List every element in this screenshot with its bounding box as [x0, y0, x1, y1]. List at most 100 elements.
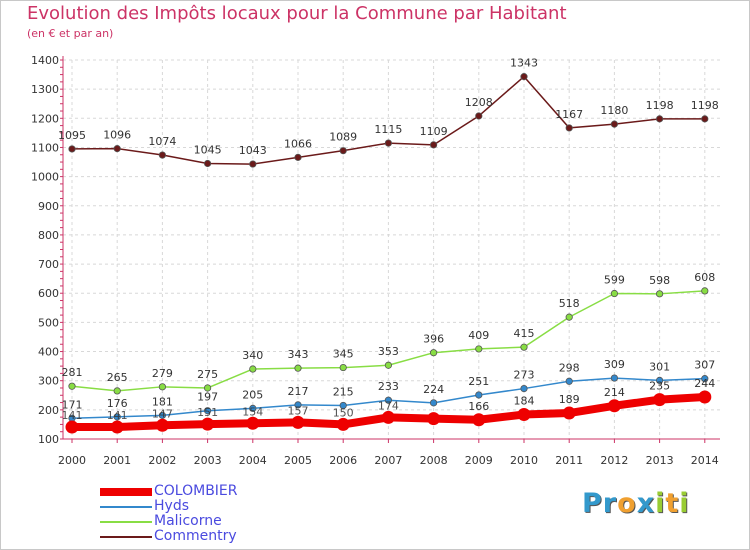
data-point-colombier	[65, 420, 79, 434]
data-point-hyds	[701, 375, 709, 383]
y-tick-label: 500	[38, 316, 59, 329]
data-point-commentry	[113, 145, 121, 153]
data-point-malicorne	[68, 382, 76, 390]
y-tick-label: 1300	[31, 83, 59, 96]
data-label-hyds: 171	[62, 398, 83, 411]
data-label-commentry: 1095	[58, 129, 86, 142]
data-point-hyds	[655, 376, 664, 385]
data-label-colombier: 147	[152, 407, 173, 420]
data-label-hyds: 233	[378, 380, 399, 393]
x-tick-label: 2013	[646, 454, 674, 467]
data-label-commentry: 1074	[148, 135, 176, 148]
data-point-colombier	[246, 416, 260, 430]
data-point-hyds	[475, 391, 483, 399]
x-tick-label: 2007	[374, 454, 402, 467]
data-label-hyds: 215	[333, 385, 354, 398]
data-point-colombier	[472, 413, 486, 427]
data-point-malicorne	[384, 361, 392, 369]
x-tick-label: 2002	[148, 454, 176, 467]
y-tick-label: 400	[38, 346, 59, 359]
data-point-colombier	[427, 412, 441, 426]
x-tick-label: 2011	[555, 454, 583, 467]
data-point-commentry	[158, 151, 166, 159]
y-tick-label: 1000	[31, 171, 59, 184]
y-tick-label: 300	[38, 375, 59, 388]
data-label-commentry: 1208	[465, 96, 493, 109]
legend-swatch	[100, 536, 152, 538]
data-label-hyds: 301	[649, 360, 670, 373]
x-tick-label: 2004	[239, 454, 267, 467]
x-tick-label: 2001	[103, 454, 131, 467]
data-point-hyds	[610, 374, 619, 382]
data-point-commentry	[429, 141, 438, 149]
data-point-malicorne	[655, 290, 664, 298]
data-label-colombier: 150	[333, 406, 354, 419]
x-tick-label: 2010	[510, 454, 538, 467]
x-tick-label: 2003	[194, 454, 222, 467]
data-point-commentry	[520, 73, 528, 81]
x-tick-label: 2014	[691, 454, 719, 467]
data-label-commentry: 1115	[374, 123, 402, 136]
logo-letter: t	[665, 488, 680, 519]
data-label-hyds: 197	[197, 391, 218, 404]
data-point-commentry	[565, 124, 573, 132]
data-point-hyds	[113, 413, 121, 421]
data-point-malicorne	[701, 287, 709, 295]
data-point-commentry	[701, 115, 709, 123]
data-point-hyds	[384, 396, 392, 404]
legend-swatch	[100, 521, 152, 523]
data-point-malicorne	[113, 387, 121, 395]
logo-letter: i	[679, 488, 690, 519]
data-point-colombier	[336, 417, 350, 431]
data-label-malicorne: 340	[242, 349, 263, 362]
data-label-commentry: 1180	[600, 104, 628, 117]
data-point-malicorne	[565, 313, 573, 321]
data-point-colombier	[517, 408, 531, 422]
data-label-hyds: 273	[514, 369, 535, 382]
legend-label: Malicorne	[154, 513, 222, 529]
y-tick-label: 600	[38, 287, 59, 300]
data-point-commentry	[204, 159, 212, 168]
data-label-hyds: 176	[107, 397, 128, 410]
data-label-malicorne: 608	[694, 271, 715, 284]
data-label-malicorne: 275	[197, 368, 218, 381]
legend-swatch	[100, 488, 152, 496]
data-point-malicorne	[204, 384, 212, 392]
data-label-colombier: 141	[62, 409, 83, 422]
data-label-malicorne: 598	[649, 274, 670, 287]
data-label-hyds: 224	[423, 383, 444, 396]
legend-label: COLOMBIER	[154, 483, 238, 499]
y-tick-label: 100	[38, 433, 59, 446]
data-label-malicorne: 353	[378, 345, 399, 358]
data-label-commentry: 1096	[103, 129, 131, 142]
y-tick-label: 200	[38, 404, 59, 417]
data-label-hyds: 309	[604, 358, 625, 371]
data-label-hyds: 298	[559, 361, 580, 374]
data-label-colombier: 174	[378, 399, 399, 412]
data-point-malicorne	[429, 349, 438, 357]
legend-label: Commentry	[154, 528, 237, 544]
data-point-malicorne	[158, 383, 166, 391]
data-label-malicorne: 415	[514, 327, 535, 340]
proxiti-logo: Proxiti	[582, 488, 690, 519]
logo-letter: i	[655, 488, 666, 519]
logo-letter: P	[582, 488, 603, 519]
data-point-commentry	[610, 120, 619, 128]
data-label-colombier: 214	[604, 386, 625, 399]
data-point-hyds	[520, 384, 528, 393]
data-label-commentry: 1066	[284, 137, 312, 150]
x-tick-label: 2000	[58, 454, 86, 467]
y-tick-label: 900	[38, 200, 59, 213]
y-tick-label: 1400	[31, 54, 59, 67]
data-point-colombier	[201, 417, 215, 431]
data-label-hyds: 217	[288, 385, 309, 398]
data-point-commentry	[655, 115, 664, 123]
data-point-hyds	[294, 401, 302, 409]
data-label-malicorne: 518	[559, 297, 580, 310]
data-label-hyds: 205	[242, 388, 263, 401]
data-label-colombier: 151	[197, 406, 218, 419]
data-label-malicorne: 345	[333, 348, 354, 361]
data-label-commentry: 1343	[510, 57, 538, 70]
